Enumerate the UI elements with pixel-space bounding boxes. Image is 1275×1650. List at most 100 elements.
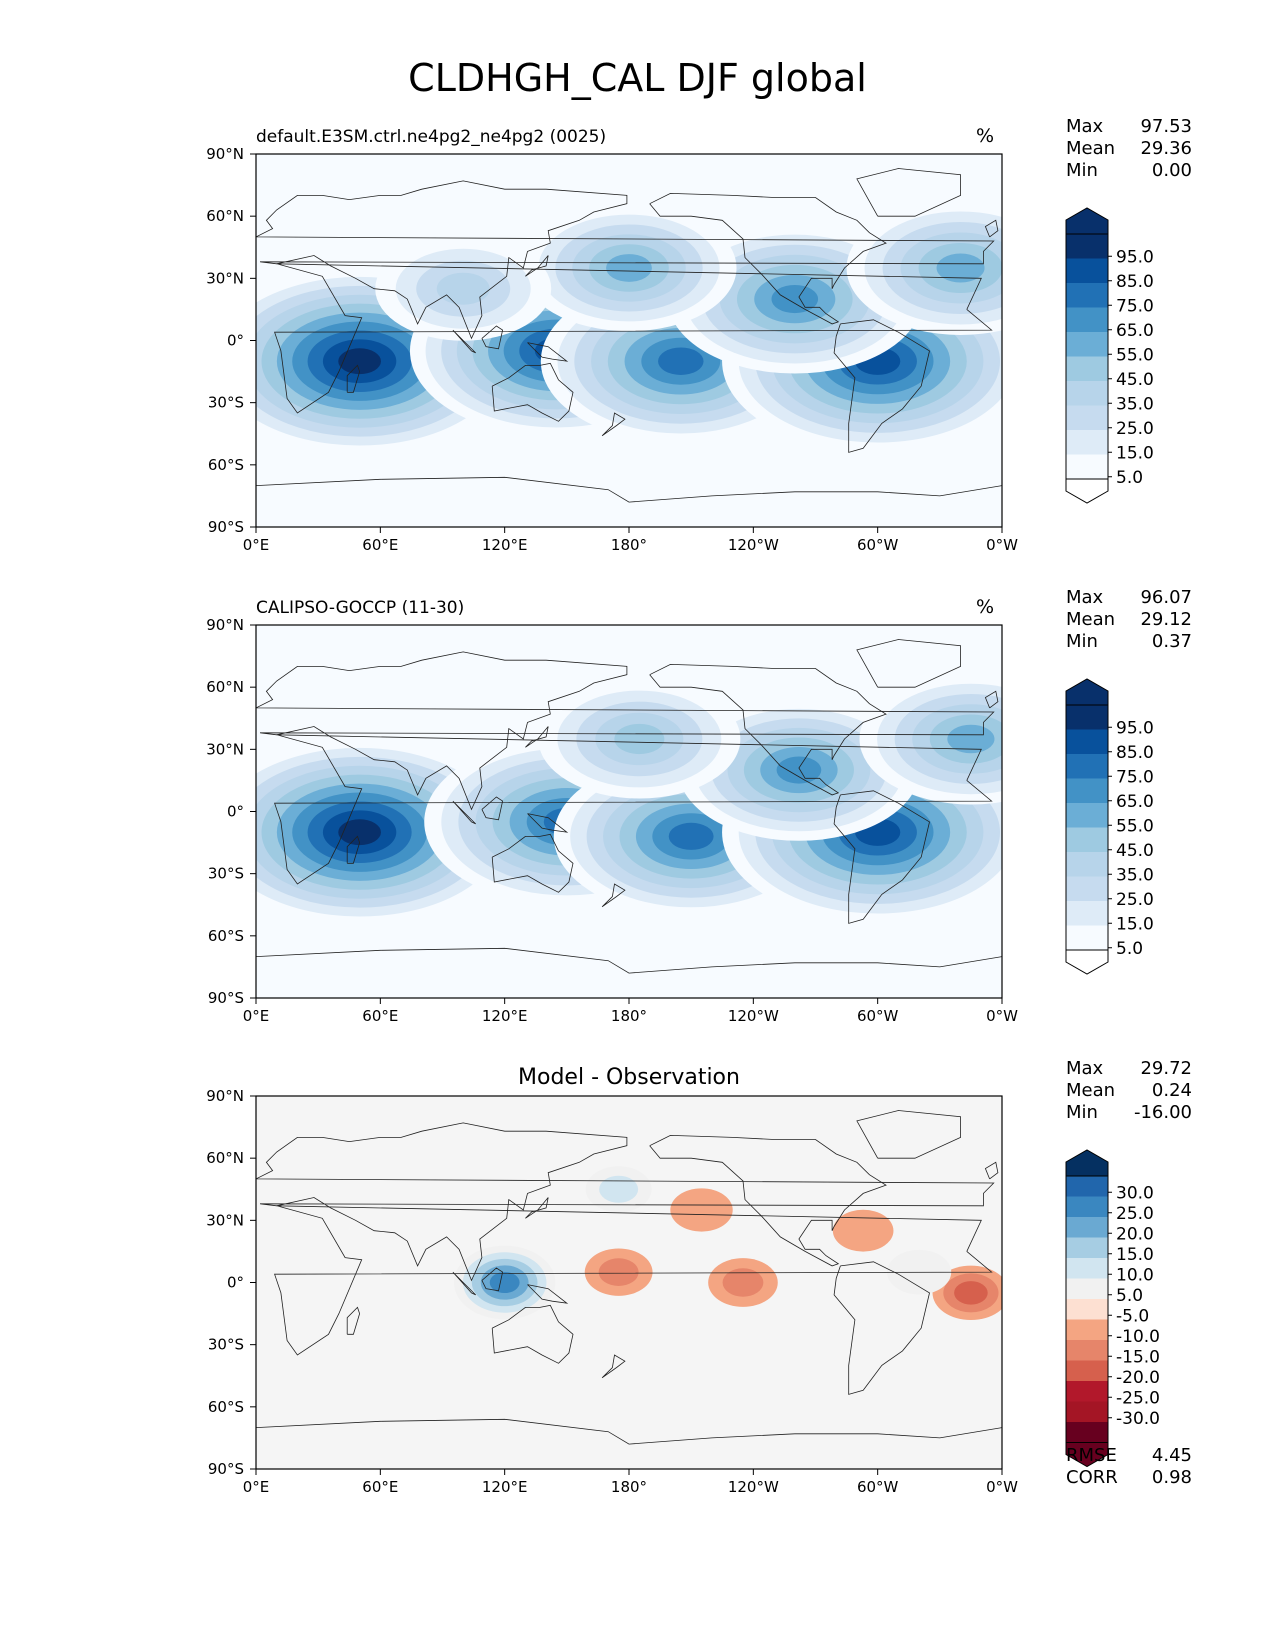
x-tick-label: 60°W	[857, 1007, 899, 1025]
coastline	[256, 476, 1002, 503]
coastline	[601, 1354, 626, 1379]
coastline	[984, 219, 999, 238]
colorbar-label: 25.0	[1116, 1204, 1154, 1224]
contour-level	[606, 254, 652, 282]
stat-value-max: 97.53	[1140, 116, 1192, 137]
coastline	[984, 690, 999, 709]
y-tick-label: 60°N	[206, 678, 244, 696]
coastline	[346, 835, 361, 864]
colorbar-extend-top	[1065, 207, 1109, 235]
contour-level	[658, 347, 704, 375]
y-tick-label: 0°	[227, 1274, 244, 1292]
panel-title: CALIPSO-GOCCP (11-30)	[256, 598, 464, 618]
colorbar-segment	[1066, 1422, 1108, 1443]
coastline	[601, 883, 626, 908]
contour-level	[954, 1281, 988, 1305]
coastline	[491, 833, 574, 893]
colorbar-label: 55.0	[1116, 816, 1154, 836]
colorbar-label: 25.0	[1116, 890, 1154, 910]
colorbar-segment	[1066, 283, 1108, 308]
colorbar-label: 10.0	[1116, 1265, 1154, 1285]
y-tick-label: 90°N	[206, 616, 244, 634]
stat-value-mean: 29.12	[1140, 609, 1192, 630]
x-tick-label: 120°E	[482, 1478, 528, 1496]
x-tick-label: 0°W	[986, 1007, 1018, 1025]
colorbar-segment	[1066, 925, 1108, 950]
stat-label-mean: Mean	[1066, 609, 1115, 630]
contour-level	[489, 1271, 520, 1294]
stat-label-mean: Mean	[1066, 1080, 1115, 1101]
colorbar-label: 95.0	[1116, 247, 1154, 267]
panel-title: Model - Observation	[518, 1065, 740, 1090]
contour-level	[771, 284, 819, 314]
stat-label-max: Max	[1066, 1058, 1104, 1079]
contour-level	[338, 819, 381, 846]
stat-label-max: Max	[1066, 587, 1104, 608]
colorbar-segment	[1066, 754, 1108, 779]
colorbar-extend-top	[1065, 1149, 1109, 1177]
colorbar-label: 35.0	[1116, 394, 1154, 414]
coastline	[833, 1261, 930, 1395]
y-tick-label: 60°S	[208, 456, 244, 474]
field-layer	[256, 1110, 1002, 1445]
colorbar-segment	[1066, 729, 1108, 754]
coastline	[346, 1306, 361, 1335]
metric-label-rmse: RMSE	[1066, 1445, 1117, 1466]
coastline	[491, 1304, 574, 1364]
contour-level	[338, 348, 381, 375]
metric-value-corr: 0.98	[1152, 1467, 1192, 1488]
y-tick-label: 90°N	[206, 1087, 244, 1105]
y-tick-label: 0°	[227, 332, 244, 350]
coastline	[649, 1134, 887, 1267]
x-tick-label: 180°	[611, 1478, 647, 1496]
contour-level	[947, 724, 995, 754]
colorbar-segment	[1066, 803, 1108, 828]
coastline	[481, 1267, 504, 1292]
colorbar-label: 15.0	[1116, 1245, 1154, 1265]
coastline	[274, 1205, 993, 1356]
stat-value-mean: 0.24	[1152, 1080, 1192, 1101]
colorbar-label: 15.0	[1116, 443, 1154, 463]
y-tick-label: 90°S	[208, 989, 244, 1007]
coastline	[649, 663, 887, 796]
colorbar-extend-bottom	[1065, 949, 1109, 975]
coastline	[856, 639, 961, 688]
coastline	[256, 651, 995, 811]
colorbar-label: 5.0	[1116, 1286, 1143, 1306]
colorbar-segment	[1066, 454, 1108, 479]
contour-level	[598, 1258, 639, 1286]
colorbar-segment	[1066, 827, 1108, 852]
panel-title: default.E3SM.ctrl.ne4pg2_ne4pg2 (0025)	[256, 127, 606, 147]
coastline	[274, 734, 993, 885]
colorbar-label: 85.0	[1116, 272, 1154, 292]
coastline	[256, 947, 1002, 974]
coastline	[481, 325, 504, 350]
colorbar-label: -10.0	[1116, 1327, 1160, 1347]
x-tick-label: 0°W	[986, 536, 1018, 554]
colorbar-label: 5.0	[1116, 939, 1143, 959]
coastline	[525, 255, 549, 277]
colorbar-label: -20.0	[1116, 1368, 1160, 1388]
y-tick-label: 90°S	[208, 1460, 244, 1478]
units-label: %	[976, 596, 994, 618]
x-tick-label: 0°E	[243, 1478, 270, 1496]
colorbar-segment	[1066, 1278, 1108, 1299]
colorbar-label: 95.0	[1116, 718, 1154, 738]
colorbar-segment	[1066, 1176, 1108, 1197]
coastline	[491, 362, 574, 422]
colorbar-extend-bottom	[1065, 478, 1109, 504]
x-tick-label: 60°E	[362, 536, 398, 554]
colorbar-segment	[1066, 356, 1108, 381]
x-tick-label: 0°E	[243, 1007, 270, 1025]
colorbar-frame	[1065, 1175, 1109, 1443]
x-tick-label: 120°E	[482, 536, 528, 554]
y-tick-label: 60°S	[208, 1398, 244, 1416]
coastline	[274, 263, 993, 414]
contour-level	[936, 253, 985, 283]
colorbar-segment	[1066, 405, 1108, 430]
colorbar-label: -5.0	[1116, 1306, 1149, 1326]
colorbar-segment	[1066, 430, 1108, 455]
y-tick-label: 60°N	[206, 1149, 244, 1167]
map-panel-2: CALIPSO-GOCCP (11-30) % 0°E 60°E 120°E 180° 12…	[206, 587, 1192, 1025]
